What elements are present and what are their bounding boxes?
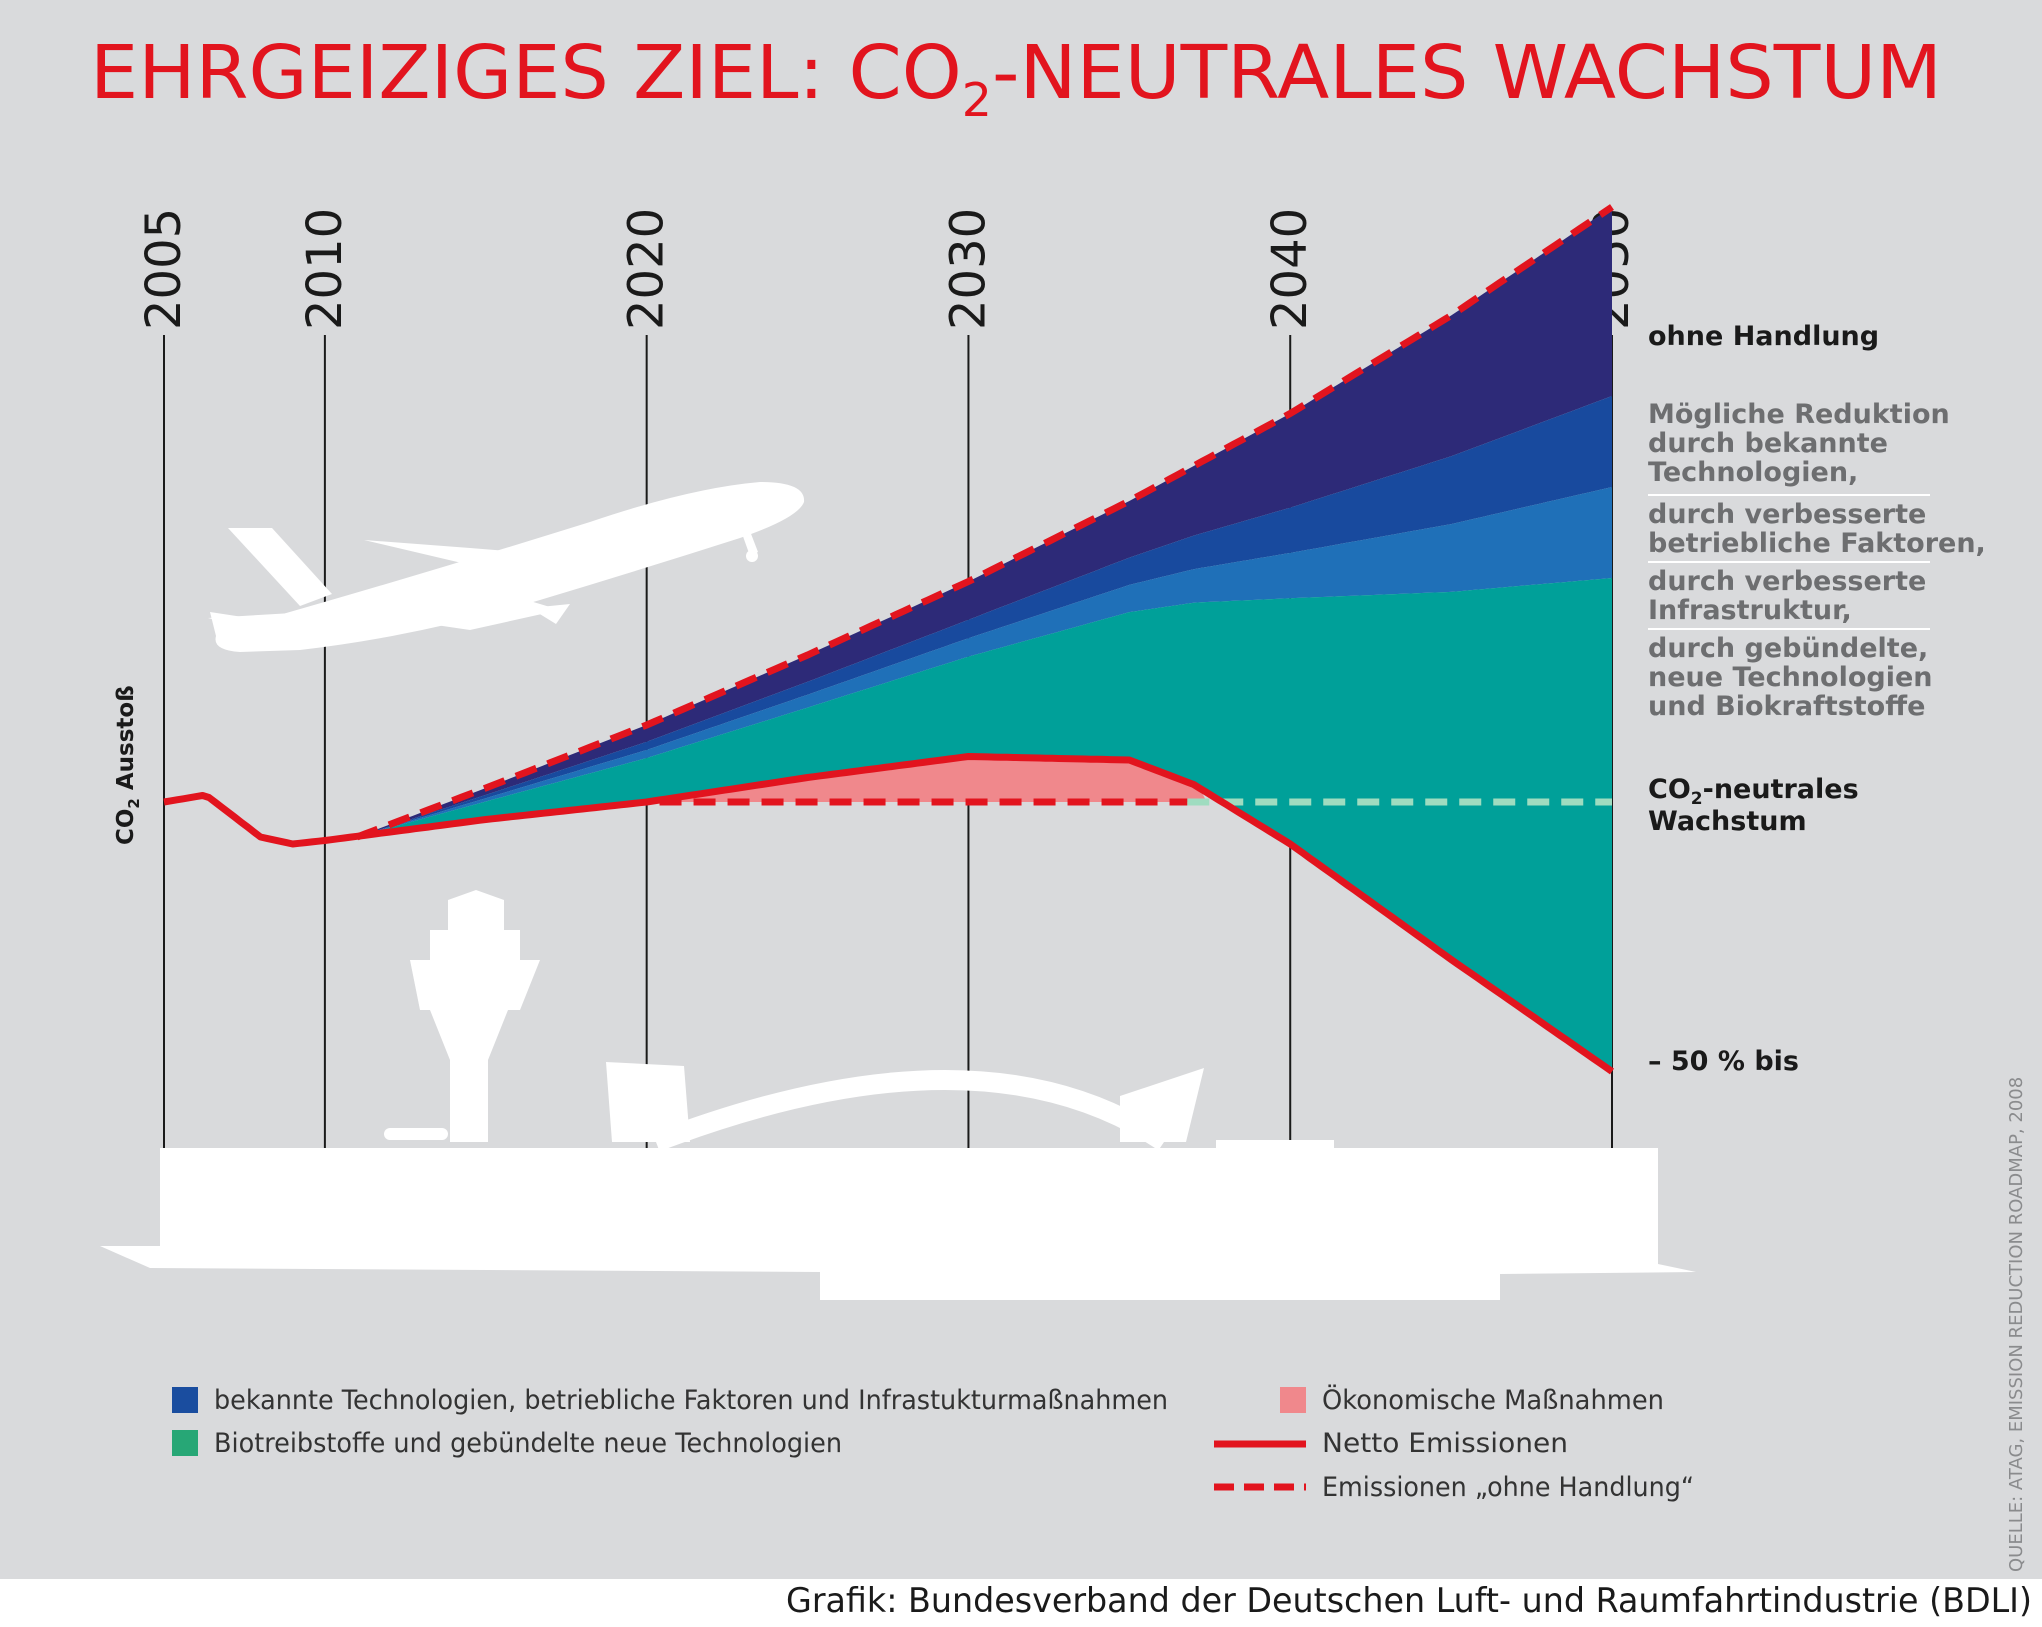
legend-swatch-pink [1280,1387,1306,1413]
label-reduktion-neue-technologien: durch gebündelte, neue Technologien und … [1648,633,1942,722]
legend-label-solid: Netto Emissionen [1322,1428,1568,1459]
footer-background [0,1579,2042,1623]
x-tick-label-2010: 2010 [297,208,353,330]
legend-label-green: Biotreibstoffe und gebündelte neue Techn… [214,1428,842,1459]
band-infrastruktur [357,487,1613,837]
x-tick-label-2030: 2030 [940,208,996,330]
legend-label-dashed: Emissionen „ohne Handlung“ [1322,1472,1694,1503]
right-labels: ohne Handlung Mögliche Reduktion durch b… [1648,321,1986,1077]
x-tick-label-2020: 2020 [619,208,675,330]
band-oekonomische-massnahmen [659,756,1207,802]
band-neue-technologien [357,578,1613,1072]
line-ohne-handlung [355,204,1614,841]
legend-label-blue: bekannte Technologien, betriebliche Fakt… [214,1385,1168,1416]
footer-credit: Grafik: Bundesverband der Deutschen Luft… [786,1581,2032,1621]
chart-title-subscript: 2 [962,73,992,127]
y-axis-label: CO2 Ausstoß [113,685,143,845]
airplane-icon [208,482,805,652]
label-reduktion-infrastruktur: durch verbesserte Infrastruktur, [1648,566,1936,626]
legend-swatch-green [172,1430,198,1456]
x-tick-label-2040: 2040 [1262,208,1318,330]
label-minus-50-prozent: – 50 % bis [1648,1046,1799,1077]
x-tick-label-2005: 2005 [136,208,192,330]
chart-layer [163,204,1615,1075]
label-reduktion-bekannte-technologien: Mögliche Reduktion durch bekannte Techno… [1648,399,1959,488]
band-betriebliche-faktoren [357,396,1613,837]
label-ohne-handlung: ohne Handlung [1648,321,1879,352]
label-co2-neutrales-wachstum: CO2-neutrales [1648,774,1859,809]
airport-terminal-icon [100,890,1696,1300]
label-reduktion-betriebliche-faktoren: durch verbesserte betriebliche Faktoren, [1648,499,1986,559]
source-note: QUELLE: ATAG, EMISSION REDUCTION ROADMAP… [2006,1077,2027,1572]
line-netto-emissionen [163,753,1615,1075]
legend: bekannte Technologien, betriebliche Fakt… [172,1384,1694,1503]
label-wachstum: Wachstum [1648,806,1807,837]
chart-title: EHRGEIZIGES ZIEL: CO 2-NEUTRALES WACHSTUM [90,30,1942,127]
legend-swatch-blue [172,1387,198,1413]
legend-label-pink: Ökonomische Maßnahmen [1322,1384,1664,1416]
